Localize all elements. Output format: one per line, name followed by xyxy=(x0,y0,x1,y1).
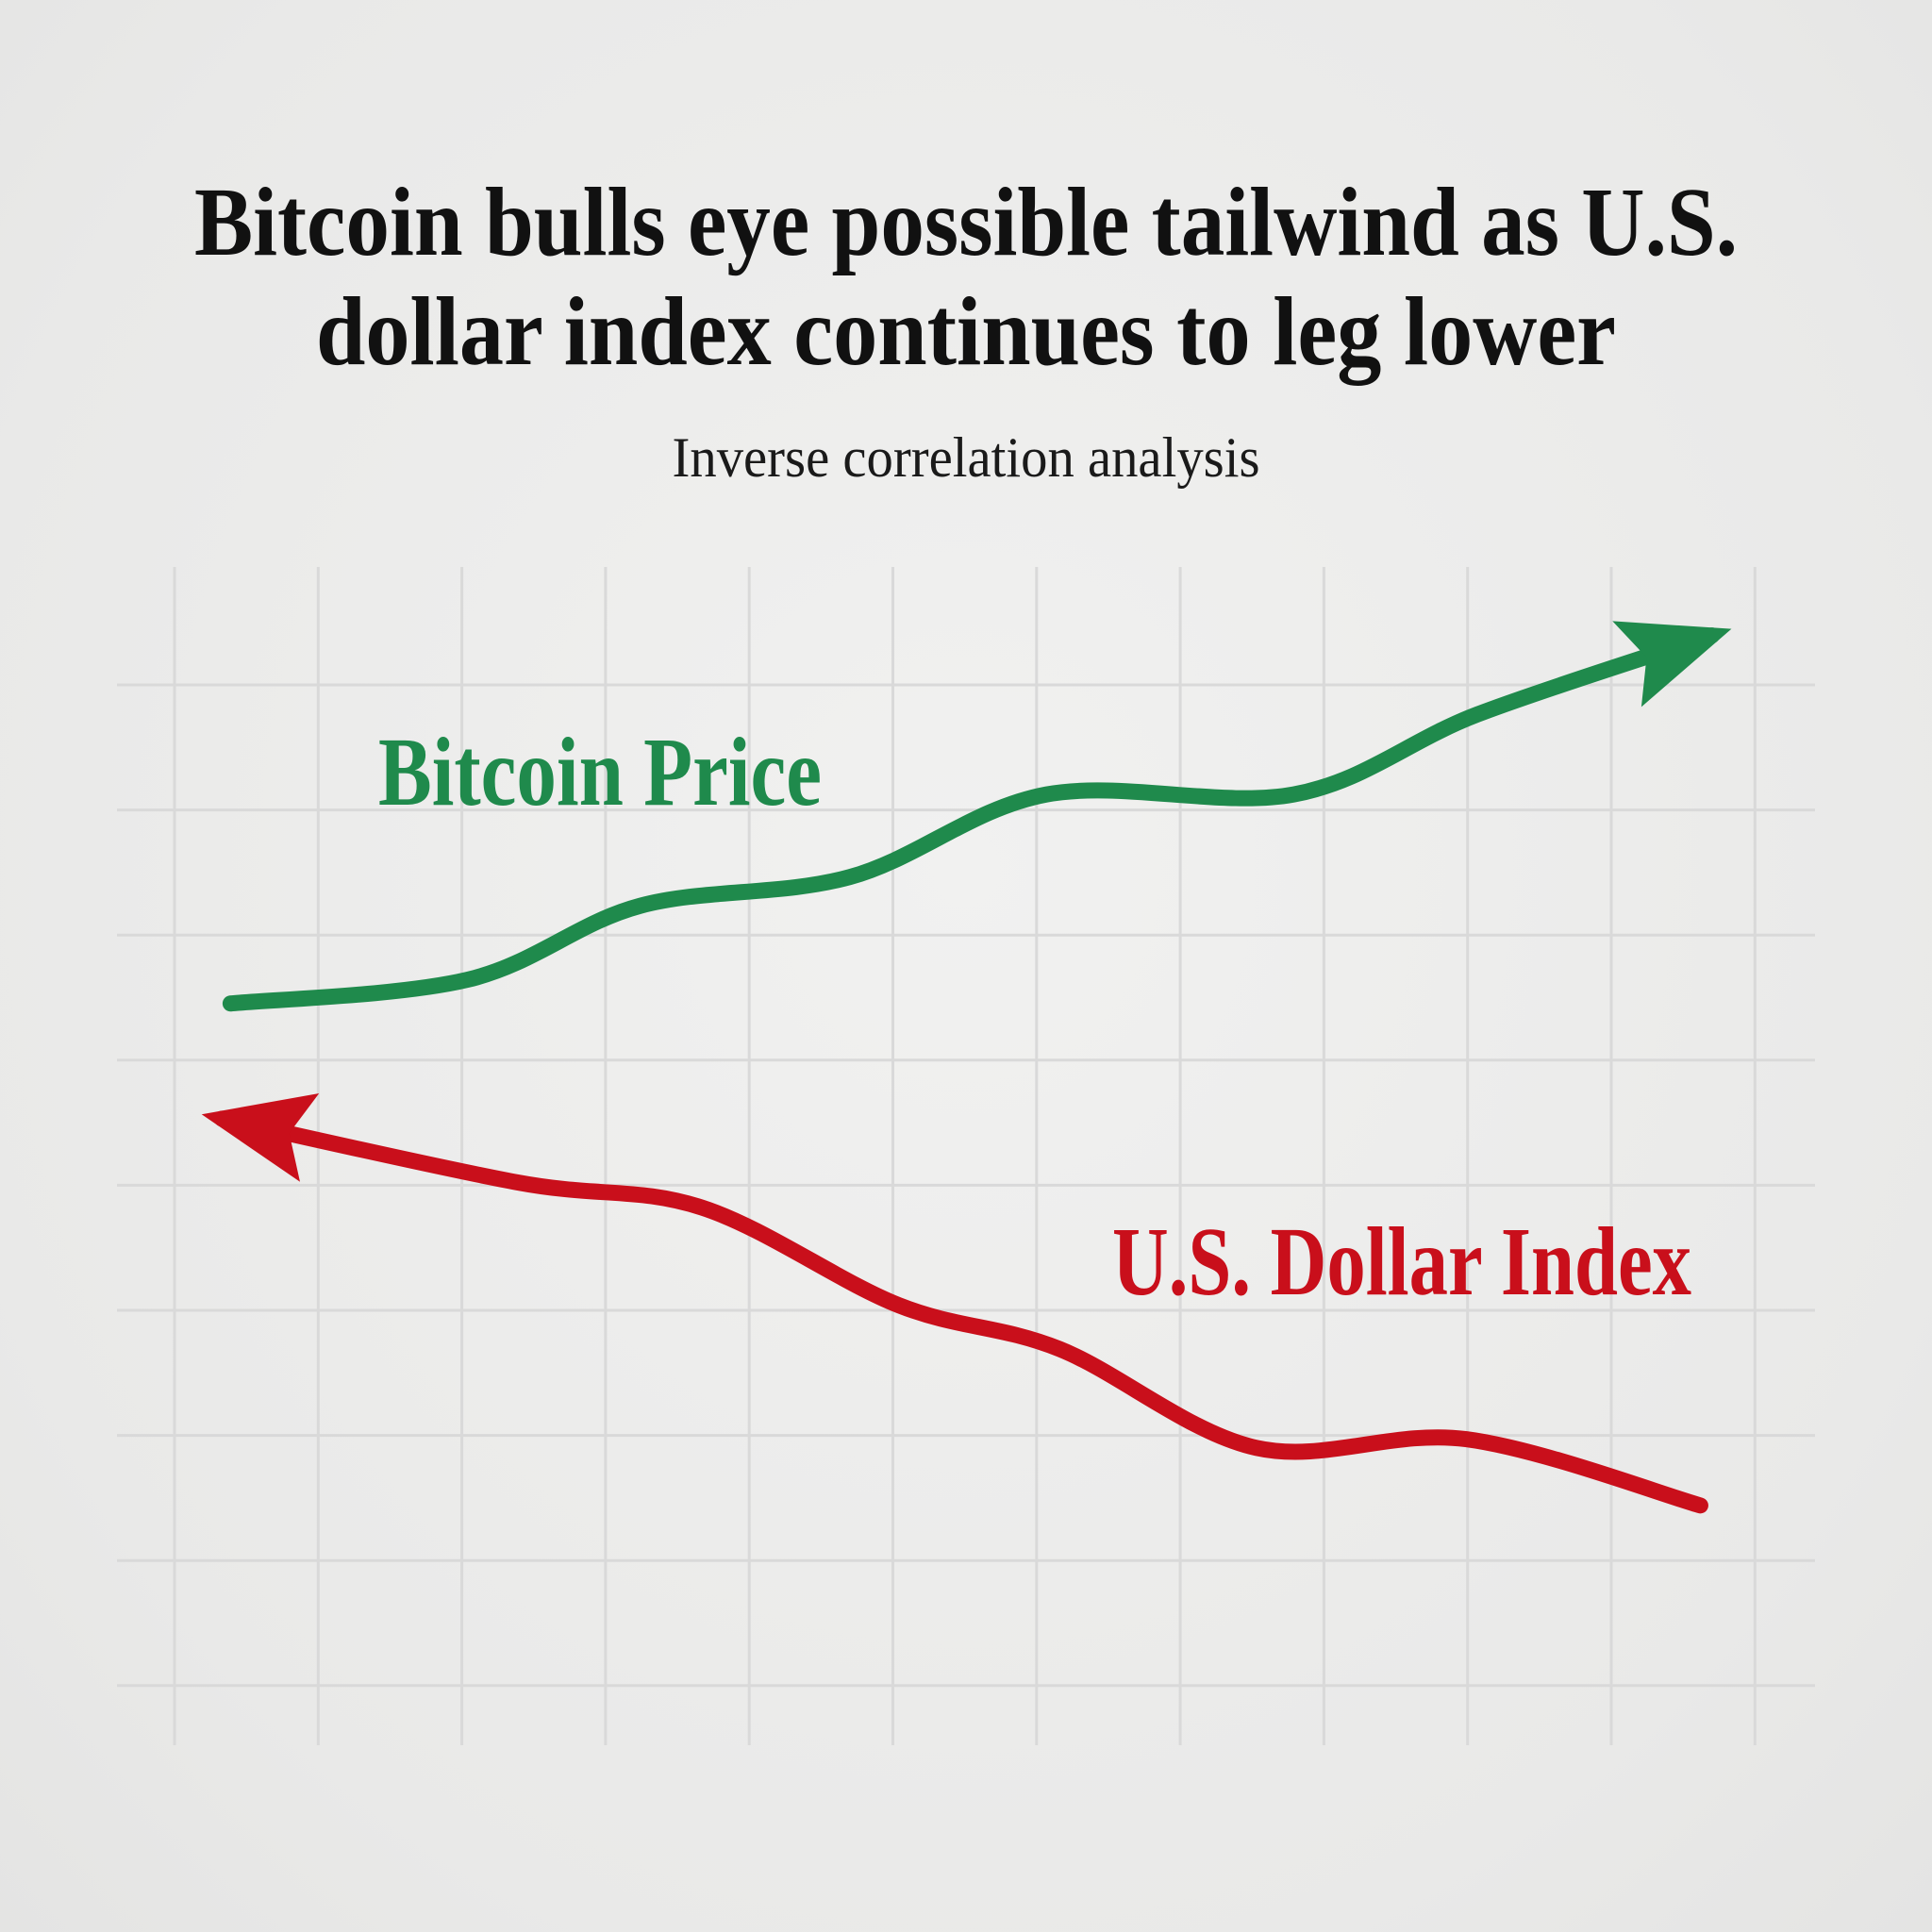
series-layer xyxy=(201,621,1732,1514)
title-line-2: dollar index continues to leg lower xyxy=(316,277,1616,386)
arrowhead-icon xyxy=(1612,621,1732,708)
subtitle: Inverse correlation analysis xyxy=(673,426,1260,489)
series-line-1 xyxy=(213,1110,1708,1514)
series-line-0 xyxy=(222,627,1721,1012)
arrowhead-icon xyxy=(201,1092,320,1182)
title-line-1: Bitcoin bulls eye possible tailwind as U… xyxy=(194,168,1738,276)
grid xyxy=(117,567,1815,1745)
series-label-dollar: U.S. Dollar Index xyxy=(1112,1208,1691,1316)
series-label-bitcoin: Bitcoin Price xyxy=(378,718,822,826)
